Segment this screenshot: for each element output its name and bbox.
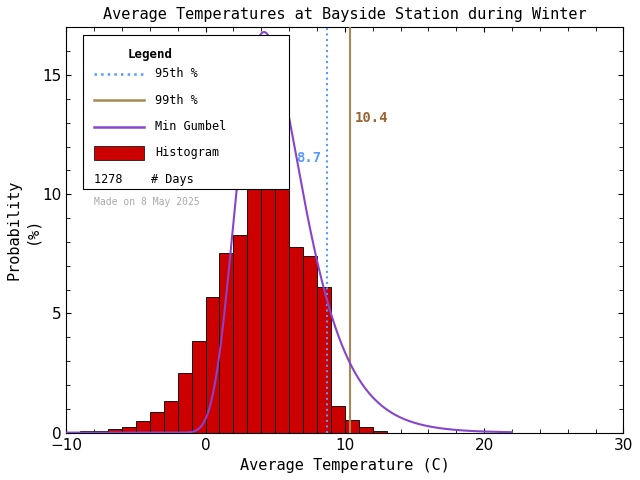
Bar xyxy=(289,247,303,432)
Bar xyxy=(164,401,178,432)
Bar xyxy=(80,431,94,432)
Text: 10.4: 10.4 xyxy=(355,111,388,125)
FancyBboxPatch shape xyxy=(94,145,144,160)
Bar xyxy=(331,407,345,432)
Bar xyxy=(94,431,108,432)
Text: Min Gumbel: Min Gumbel xyxy=(156,120,227,133)
Text: 95th %: 95th % xyxy=(156,67,198,80)
Text: Made on 8 May 2025: Made on 8 May 2025 xyxy=(94,197,200,207)
Text: Histogram: Histogram xyxy=(156,146,220,159)
Y-axis label: Probability
(%): Probability (%) xyxy=(7,180,39,280)
Text: Legend: Legend xyxy=(127,48,173,60)
Bar xyxy=(136,421,150,432)
Bar xyxy=(275,134,289,432)
X-axis label: Average Temperature (C): Average Temperature (C) xyxy=(240,458,450,473)
Title: Average Temperatures at Bayside Station during Winter: Average Temperatures at Bayside Station … xyxy=(103,7,587,22)
Bar xyxy=(261,87,275,432)
Bar xyxy=(220,253,234,432)
Bar xyxy=(317,287,331,432)
Bar xyxy=(303,256,317,432)
Bar xyxy=(205,297,220,432)
Text: 1278    # Days: 1278 # Days xyxy=(94,173,194,186)
Bar xyxy=(234,235,247,432)
Bar xyxy=(150,412,164,432)
Text: 99th %: 99th % xyxy=(156,94,198,107)
Bar xyxy=(247,127,261,432)
Text: 8.7: 8.7 xyxy=(296,151,321,165)
Bar xyxy=(191,341,205,432)
Bar xyxy=(372,431,387,432)
Bar xyxy=(345,420,359,432)
Bar xyxy=(108,429,122,432)
Bar xyxy=(178,373,191,432)
Bar xyxy=(122,427,136,432)
FancyBboxPatch shape xyxy=(83,36,289,190)
Bar xyxy=(359,427,372,432)
